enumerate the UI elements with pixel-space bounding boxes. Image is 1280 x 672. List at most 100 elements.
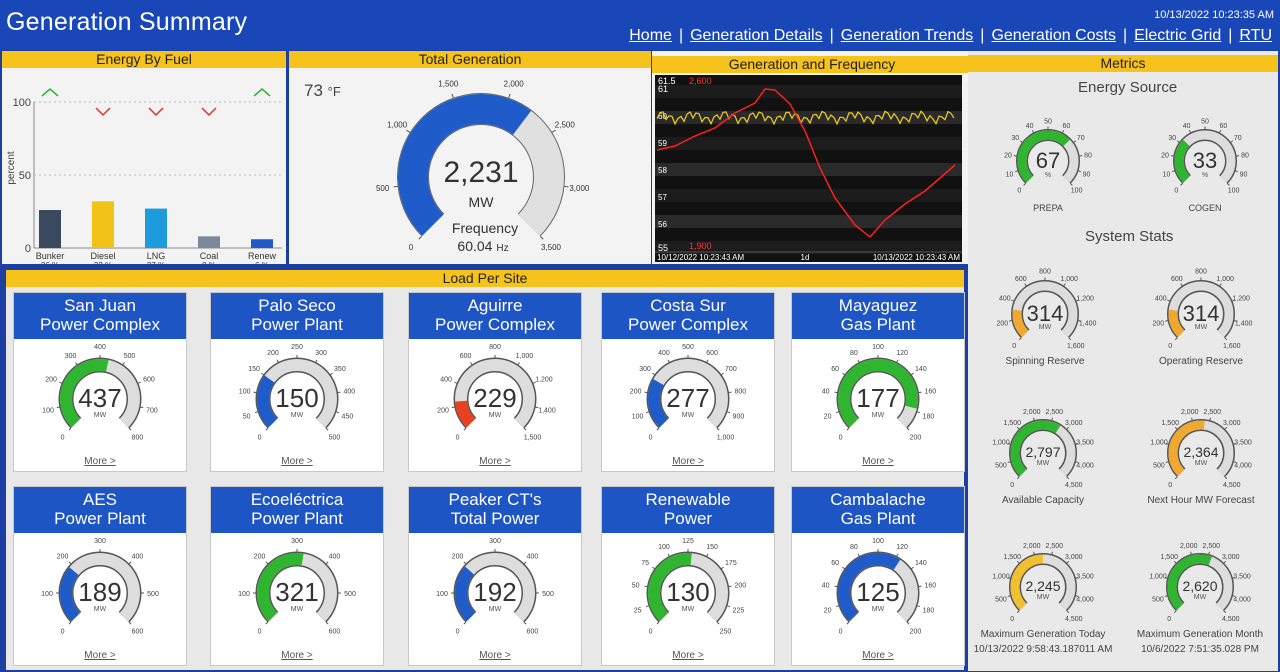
- gauge-tick-label: 30: [1168, 135, 1176, 142]
- gauge-fill: [1012, 309, 1029, 337]
- gauge-tick-label: 100: [436, 591, 448, 598]
- more-link[interactable]: More >: [479, 650, 511, 661]
- gauge-tick: [335, 411, 340, 414]
- gauge-unit: MW: [1037, 460, 1050, 467]
- gauge-tick: [1231, 299, 1235, 302]
- gauge-tick-label: 20: [824, 413, 832, 420]
- gauge-tick: [540, 236, 544, 240]
- site-card-costa-sur: Costa Sur Power Complex 0 100 200 300 400 500 60…: [601, 292, 775, 472]
- gauge-tick-label: 3,000: [1222, 554, 1240, 561]
- trend-up-icon: [41, 88, 59, 97]
- gauge-value: 314: [1183, 301, 1220, 326]
- gauge-tick-label: 10: [1163, 172, 1171, 179]
- site-title: Palo Seco Power Plant: [211, 293, 383, 339]
- site-card-aguirre: Aguirre Power Complex 0 200 400 600 800 1,000 1,…: [408, 292, 582, 472]
- gauge-tick: [1226, 182, 1230, 186]
- gauge-tick: [551, 129, 556, 133]
- gauge-timestamp: 10/6/2022 7:51:35.028 PM: [1141, 644, 1259, 655]
- gauge-tick: [265, 621, 269, 625]
- gauge-tick: [1061, 130, 1065, 134]
- gauge-tick: [1224, 476, 1228, 480]
- more-link[interactable]: More >: [862, 650, 894, 661]
- gauge-tick: [451, 406, 455, 409]
- gauge-value: 437: [78, 383, 121, 413]
- nav-home-link[interactable]: Home: [629, 27, 672, 44]
- gauge-tick-label: 1,000: [387, 120, 408, 129]
- gauge-label: Next Hour MW Forecast: [1147, 495, 1254, 506]
- gauge-tick: [846, 621, 850, 625]
- gauge-label: Available Capacity: [1002, 495, 1084, 506]
- gauge-tick-label: 0: [61, 628, 65, 635]
- site-name-line1: Peaker CT's: [448, 490, 542, 509]
- gauge-tick-label: 1,000: [516, 353, 534, 360]
- frequency-line: [656, 110, 955, 126]
- nav-generation-costs-link[interactable]: Generation Costs: [991, 27, 1116, 44]
- gauge-tick: [1075, 443, 1079, 445]
- site-card-aes: AES Power Plant 0 100 200 300 400 500 600 189 MW Mo…: [13, 486, 187, 666]
- gauge-tick-label: 500: [995, 462, 1007, 469]
- gauge-tick: [906, 427, 910, 431]
- gauge-tick-label: 2,000: [1023, 409, 1041, 416]
- gauge-tick-label: 20: [1161, 153, 1169, 160]
- gauge-tick-label: 1,000: [992, 574, 1010, 581]
- gauge-tick-label: 250: [720, 628, 732, 635]
- load-per-site-panel: Load Per Site San Juan Power Complex 0 100 2…: [6, 270, 965, 670]
- nav-rtu-link[interactable]: RTU: [1239, 27, 1272, 44]
- gauge-tick: [1016, 476, 1020, 480]
- gauge-tick-label: 3,500: [1076, 574, 1094, 581]
- gauge-tick-label: 0: [1167, 616, 1171, 623]
- gauge-fill: [1174, 139, 1191, 183]
- more-link[interactable]: More >: [84, 456, 116, 467]
- site-title: Cambalache Gas Plant: [792, 487, 964, 533]
- gauge-tick-label: 2,500: [1045, 409, 1063, 416]
- more-link[interactable]: More >: [672, 456, 704, 467]
- more-link[interactable]: More >: [84, 650, 116, 661]
- nav-generation-trends-link[interactable]: Generation Trends: [840, 27, 974, 44]
- system-stats-heading: System Stats: [1085, 228, 1174, 245]
- site-name-line1: Costa Sur: [650, 296, 726, 315]
- site-name-line2: Power Complex: [435, 315, 555, 334]
- gauge-tick: [1165, 320, 1169, 322]
- gauge-tick-label: 40: [822, 389, 830, 396]
- gauge-tick: [451, 93, 454, 98]
- gauge-tick-label: 160: [925, 583, 937, 590]
- nav-links: Home | Generation Details | Generation Tre…: [629, 27, 1272, 44]
- more-link[interactable]: More >: [281, 456, 313, 467]
- chart-band: [655, 85, 962, 98]
- header-bar: [0, 0, 1280, 50]
- gauge-tick: [842, 566, 846, 570]
- gauge-unit: MW: [94, 412, 107, 419]
- gauge-tick-label: 1,000: [1216, 276, 1234, 283]
- gauge-tick-label: 1,200: [535, 377, 553, 384]
- gauge-tick: [1173, 560, 1177, 564]
- gauge-tick-label: 1,400: [1079, 320, 1097, 327]
- gauge-tick-label: 0: [456, 628, 460, 635]
- gauge-tick: [261, 372, 265, 376]
- more-link[interactable]: More >: [862, 456, 894, 467]
- more-link[interactable]: More >: [672, 650, 704, 661]
- gauge-tick: [857, 359, 860, 363]
- gauge-tick-label: 50: [243, 413, 251, 420]
- gauge-tick-label: 125: [682, 538, 694, 545]
- gauge-tick-label: 800: [1039, 269, 1051, 276]
- gauge-tick: [1075, 577, 1079, 579]
- gauge-tick-label: 80: [850, 350, 858, 357]
- gauge-tick-label: 400: [344, 389, 356, 396]
- gauge-tick-label: 40: [822, 583, 830, 590]
- gauge-tick-label: 0: [839, 628, 843, 635]
- gauge-tick-label: 2,500: [555, 120, 576, 129]
- gauge-tick: [128, 427, 132, 431]
- gen-freq-chart[interactable]: 61.561 2,600 60 59 58 57 56 55 1,900 10/12/2022 1…: [655, 75, 962, 262]
- gauge-tick-label: 20: [824, 607, 832, 614]
- nav-generation-details-link[interactable]: Generation Details: [690, 27, 823, 44]
- bar-percent-label: 27 %: [147, 261, 165, 264]
- more-link[interactable]: More >: [281, 650, 313, 661]
- nav-electric-grid-link[interactable]: Electric Grid: [1134, 27, 1222, 44]
- gauge-tick: [329, 372, 333, 376]
- gauge-tick-label: 600: [460, 353, 472, 360]
- gauge-tick: [532, 381, 536, 384]
- more-link[interactable]: More >: [479, 456, 511, 467]
